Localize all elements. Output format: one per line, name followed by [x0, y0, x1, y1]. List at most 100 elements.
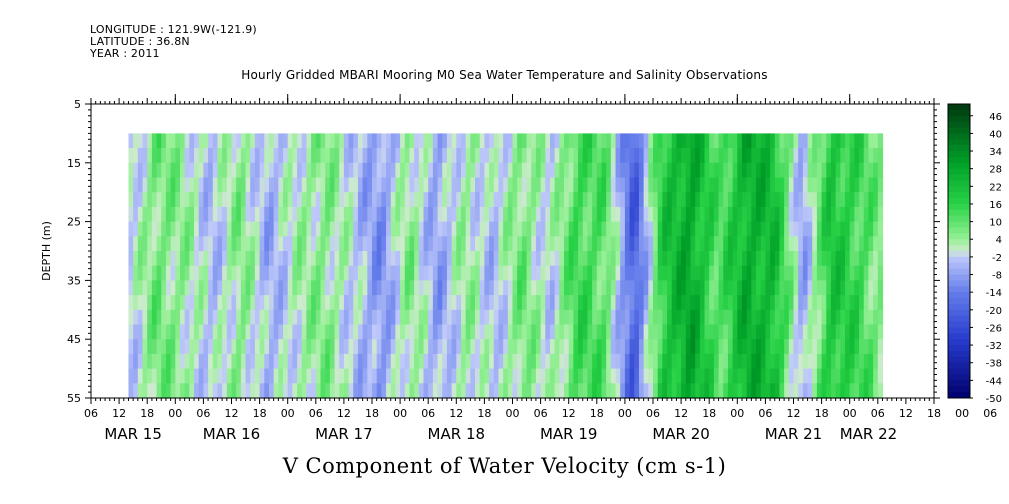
heatmap-cell — [376, 177, 382, 193]
heatmap-cell — [194, 324, 200, 340]
heatmap-cell — [596, 309, 603, 326]
heatmap-cell — [283, 295, 289, 311]
heatmap-cell — [821, 324, 827, 340]
heatmap-cell — [128, 133, 134, 149]
heatmap-cell — [741, 192, 748, 208]
heatmap-cell — [446, 383, 453, 399]
heatmap-cell — [414, 295, 420, 311]
heatmap-cell — [788, 236, 795, 252]
heatmap-cell — [793, 236, 799, 252]
heatmap-cell — [156, 251, 162, 267]
heatmap-cell — [690, 265, 696, 281]
heatmap-cell — [306, 383, 312, 399]
heatmap-cell — [573, 206, 579, 223]
heatmap-cell — [845, 236, 851, 252]
heatmap-cell — [287, 177, 293, 193]
heatmap-cell — [549, 133, 556, 149]
heatmap-cell — [774, 353, 781, 370]
heatmap-cell — [194, 162, 200, 179]
heatmap-cell — [746, 339, 752, 355]
heatmap-cell — [264, 133, 270, 149]
heatmap-cell — [493, 324, 500, 340]
heatmap-cell — [681, 280, 687, 296]
heatmap-cell — [231, 162, 237, 179]
heatmap-cell — [774, 368, 781, 384]
heatmap-cell — [676, 383, 682, 399]
heatmap-cell — [653, 353, 659, 370]
heatmap-cell — [301, 236, 308, 252]
heatmap-cell — [357, 280, 364, 296]
x-tick-label: 00 — [281, 407, 295, 420]
heatmap-cell — [606, 148, 612, 164]
heatmap-cell — [634, 383, 640, 399]
heatmap-cell — [512, 177, 518, 193]
heatmap-cell — [489, 309, 495, 326]
heatmap-cell — [676, 162, 682, 179]
heatmap-cell — [765, 353, 771, 370]
heatmap-cell — [554, 324, 560, 340]
heatmap-cell — [222, 295, 228, 311]
heatmap-cell — [400, 251, 406, 267]
heatmap-cell — [657, 368, 663, 384]
y-tick-label: 35 — [67, 274, 81, 287]
heatmap-cell — [306, 265, 312, 281]
heatmap-cell — [451, 280, 457, 296]
heatmap-cell — [460, 280, 467, 296]
heatmap-cell — [446, 324, 453, 340]
heatmap-cell — [184, 339, 190, 355]
heatmap-cell — [348, 353, 354, 370]
heatmap-cell — [868, 192, 874, 208]
colorbar-swatch — [948, 121, 970, 129]
chart-title: Hourly Gridded MBARI Mooring M0 Sea Wate… — [241, 68, 768, 82]
heatmap-cell — [259, 295, 265, 311]
heatmap-cell — [465, 133, 471, 149]
heatmap-cell — [367, 309, 373, 326]
heatmap-cell — [545, 148, 551, 164]
heatmap-cell — [306, 324, 312, 340]
heatmap-cell — [610, 368, 617, 384]
heatmap-cell — [161, 295, 167, 311]
heatmap-cell — [301, 383, 308, 399]
heatmap-cell — [451, 383, 457, 399]
heatmap-cell — [653, 221, 659, 237]
heatmap-cell — [629, 368, 635, 384]
heatmap-cell — [503, 309, 509, 326]
heatmap-cell — [741, 221, 748, 237]
heatmap-cell — [357, 368, 364, 384]
heatmap-cell — [460, 368, 467, 384]
heatmap-cell — [535, 221, 542, 237]
heatmap-cell — [535, 280, 542, 296]
heatmap-cell — [727, 133, 734, 149]
heatmap-cell — [315, 133, 322, 149]
heatmap-cell — [194, 295, 200, 311]
heatmap-cell — [151, 148, 158, 164]
heatmap-cell — [681, 148, 687, 164]
heatmap-cell — [629, 148, 635, 164]
x-tick-label: 18 — [815, 407, 829, 420]
heatmap-cell — [578, 177, 584, 193]
heatmap-cell — [756, 324, 762, 340]
heatmap-cell — [587, 162, 593, 179]
heatmap-cell — [559, 280, 565, 296]
heatmap-cell — [835, 265, 841, 281]
heatmap-cell — [526, 280, 532, 296]
heatmap-cell — [484, 162, 490, 179]
heatmap-cell — [325, 236, 331, 252]
heatmap-cell — [521, 368, 528, 384]
heatmap-cell — [386, 324, 392, 340]
heatmap-cell — [653, 251, 659, 267]
heatmap-cell — [578, 265, 584, 281]
heatmap-cell — [343, 221, 350, 237]
heatmap-cell — [531, 309, 537, 326]
colorbar-label: -20 — [986, 306, 1002, 317]
heatmap-cell — [573, 265, 579, 281]
heatmap-cell — [287, 280, 293, 296]
heatmap-cell — [662, 280, 668, 296]
heatmap-cell — [133, 148, 139, 164]
heatmap-cell — [737, 295, 743, 311]
heatmap-cell — [582, 251, 589, 267]
heatmap-cell — [863, 192, 870, 208]
colorbar-label: -50 — [986, 394, 1002, 405]
heatmap-cell — [451, 133, 457, 149]
heatmap-cell — [432, 324, 439, 340]
